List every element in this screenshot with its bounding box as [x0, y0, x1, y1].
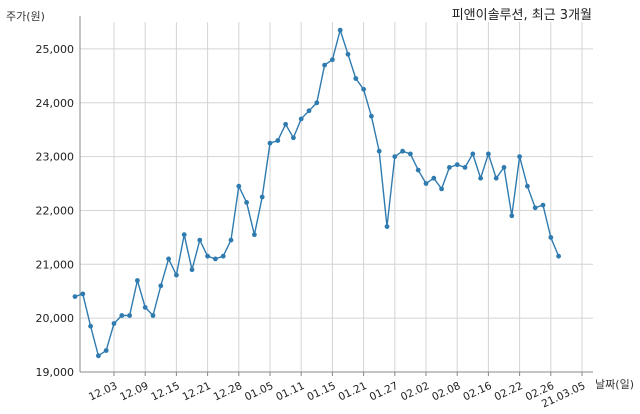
data-point [322, 62, 327, 68]
chart-title: 피앤이솔루션, 최근 3개월 [451, 8, 592, 23]
data-point [517, 154, 522, 160]
data-point [306, 108, 312, 114]
data-point [423, 181, 429, 186]
data-point [119, 313, 125, 318]
data-point [197, 237, 203, 243]
data-point [486, 151, 491, 157]
data-point [392, 154, 398, 160]
data-point [252, 232, 257, 238]
data-point [501, 165, 507, 170]
data-point [454, 162, 460, 168]
data-point [283, 121, 288, 127]
data-point [345, 51, 351, 57]
data-point [259, 194, 265, 200]
y-tick-label: 20,000 [36, 312, 75, 325]
data-point [174, 272, 179, 278]
data-point [462, 165, 468, 170]
data-point [361, 86, 366, 92]
data-point [447, 165, 452, 170]
data-point [80, 291, 86, 297]
x-axis-label: 날짜(일) [595, 378, 634, 391]
y-tick-label: 23,000 [36, 151, 75, 164]
y-tick-label: 25,000 [36, 43, 75, 56]
data-point [142, 305, 148, 310]
data-point [353, 76, 359, 81]
data-point [470, 151, 476, 157]
data-point [532, 205, 538, 211]
data-point [220, 253, 226, 259]
y-tick-label: 24,000 [36, 97, 75, 110]
data-point [111, 321, 117, 326]
data-point [439, 186, 444, 192]
y-axis-label: 주가(원) [6, 10, 45, 23]
data-point [127, 313, 132, 318]
data-point [548, 235, 554, 240]
data-point [228, 237, 234, 243]
data-point [384, 224, 390, 230]
x-tick-label: 12.15 [149, 380, 181, 404]
data-point [275, 138, 281, 143]
x-tick-label: 02.02 [399, 380, 431, 404]
data-point [150, 313, 156, 318]
data-point [493, 175, 499, 181]
data-point [337, 27, 343, 33]
data-point [369, 113, 374, 119]
data-point [376, 148, 382, 154]
data-point [205, 253, 211, 259]
x-tick-label: 12.03 [87, 380, 119, 404]
data-point [213, 256, 218, 262]
data-point [135, 278, 140, 283]
x-tick-label: 12.21 [181, 380, 213, 404]
data-point [244, 200, 250, 205]
x-tick-label: 02.08 [430, 380, 462, 404]
data-point [298, 116, 304, 122]
x-tick-label: 01.05 [243, 380, 275, 404]
data-point [431, 175, 437, 181]
x-tick-label: 02.22 [493, 380, 525, 404]
x-tick-label: 01.21 [337, 380, 369, 404]
data-point [540, 202, 546, 208]
data-point [509, 213, 515, 219]
y-tick-label: 22,000 [36, 204, 75, 217]
data-point [158, 283, 164, 289]
data-point [166, 256, 172, 262]
y-tick-label: 21,000 [36, 258, 75, 271]
x-tick-label: 01.11 [274, 380, 306, 404]
data-point [415, 167, 421, 173]
data-point [525, 183, 530, 189]
x-tick-label: 01.27 [368, 380, 400, 404]
data-point [236, 183, 242, 189]
data-point [314, 100, 320, 106]
data-point [330, 57, 335, 63]
data-point [408, 151, 413, 157]
data-point [96, 353, 101, 359]
data-point [72, 294, 78, 299]
data-point [556, 253, 561, 259]
data-point [189, 267, 195, 273]
data-point [181, 232, 187, 238]
data-point [103, 348, 109, 353]
x-tick-label: 12.28 [212, 380, 244, 404]
x-tick-label: 12.09 [118, 380, 150, 404]
data-point [267, 140, 273, 146]
x-tick-label: 02.16 [461, 380, 494, 404]
y-tick-label: 19,000 [36, 366, 75, 379]
data-point [400, 148, 405, 154]
data-point [88, 323, 93, 329]
data-point [478, 175, 483, 181]
x-tick-label: 01.15 [305, 380, 337, 404]
data-point [291, 135, 296, 141]
